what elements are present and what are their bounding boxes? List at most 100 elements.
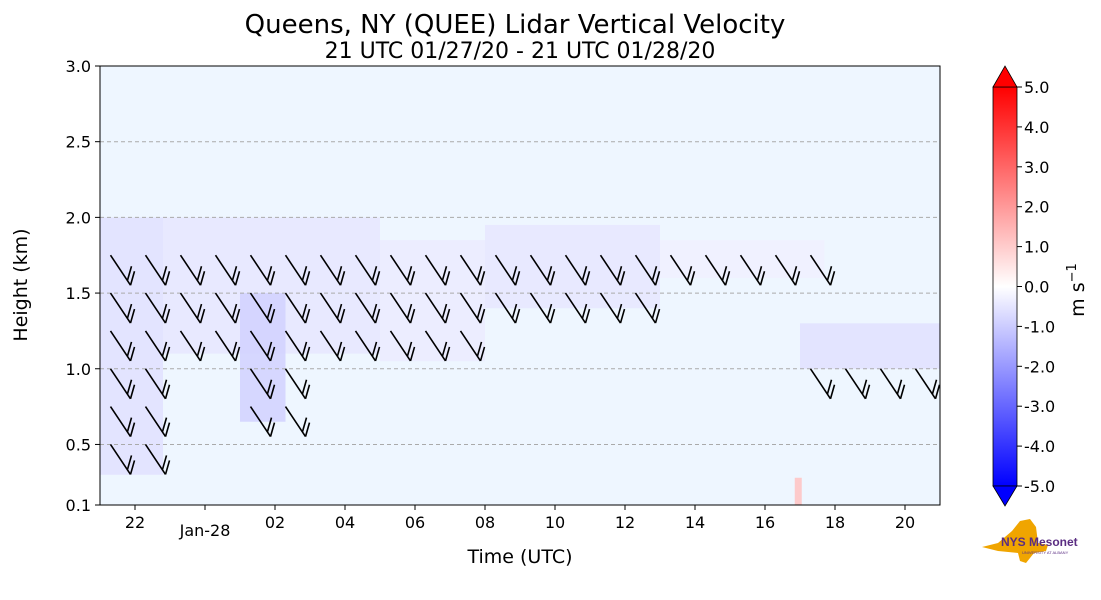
chart-title: Queens, NY (QUEE) Lidar Vertical Velocit… bbox=[245, 10, 786, 40]
wind-barb bbox=[109, 444, 136, 475]
wind-barb-staff bbox=[459, 292, 482, 324]
colorbar-tick-label: -5.0 bbox=[1024, 477, 1055, 496]
wind-barb-staff bbox=[249, 368, 272, 400]
wind-barb-flag bbox=[231, 303, 238, 319]
wind-barb bbox=[459, 254, 486, 286]
wind-barb-flag bbox=[444, 271, 451, 286]
x-tick-label: 04 bbox=[335, 513, 355, 532]
colorbar-tick-label: -4.0 bbox=[1024, 437, 1055, 456]
wind-barb-flag bbox=[546, 266, 553, 281]
wind-barb-flag bbox=[126, 341, 133, 357]
wind-barb-flag bbox=[196, 303, 203, 319]
wind-barb bbox=[144, 254, 171, 286]
wind-barb-staff bbox=[739, 254, 762, 286]
wind-barb-flag bbox=[791, 266, 798, 281]
wind-barb-staff bbox=[284, 330, 307, 362]
wind-barb-flag bbox=[826, 266, 833, 281]
colorbar-tick-label: 5.0 bbox=[1024, 78, 1049, 97]
wind-barb-flag bbox=[266, 379, 273, 394]
wind-barb-flag bbox=[269, 422, 276, 437]
wind-barb-flag bbox=[476, 303, 483, 319]
x-axis-label: Time (UTC) bbox=[466, 546, 572, 568]
wind-barb-staff bbox=[284, 368, 307, 400]
wind-barb bbox=[809, 254, 836, 286]
wind-barb bbox=[284, 406, 311, 438]
x-tick-label: 22 bbox=[125, 513, 145, 532]
wind-barb-flag bbox=[129, 346, 136, 362]
wind-barb-staff bbox=[389, 330, 412, 362]
wind-barb bbox=[389, 330, 416, 362]
wind-barb-flag bbox=[129, 422, 136, 437]
wind-barb bbox=[144, 406, 171, 438]
wind-barb-flag bbox=[269, 346, 276, 362]
wind-barb-flag bbox=[686, 266, 693, 281]
wind-barb-staff bbox=[109, 330, 132, 362]
wind-barb-flag bbox=[756, 266, 763, 281]
wind-barb-staff bbox=[669, 254, 692, 286]
wind-barb-flag bbox=[864, 384, 871, 399]
x-tick-label: 06 bbox=[405, 513, 425, 532]
wind-barb-staff bbox=[389, 292, 412, 324]
wind-barb-flag bbox=[129, 460, 136, 475]
colorbar-extend-min bbox=[992, 485, 1018, 507]
wind-barb-flag bbox=[616, 266, 623, 281]
wind-barb bbox=[704, 254, 731, 286]
wind-barb-flag bbox=[126, 303, 133, 319]
wind-barb-flag bbox=[651, 266, 658, 281]
colorbar-tick-label: -1.0 bbox=[1024, 317, 1055, 336]
wind-barb bbox=[284, 254, 311, 286]
wind-barb-staff bbox=[354, 292, 377, 324]
x-tick-label: 12 bbox=[615, 513, 635, 532]
wind-barb-staff bbox=[319, 254, 342, 286]
x-tick-label: 02 bbox=[265, 513, 285, 532]
wind-barb-staff bbox=[319, 330, 342, 362]
wind-barb-flag bbox=[511, 303, 518, 319]
wind-barb-flag bbox=[301, 303, 308, 319]
colorbar-gradient bbox=[992, 86, 1018, 487]
wind-barb bbox=[319, 254, 346, 286]
wind-barb-flag bbox=[619, 308, 626, 324]
wind-barb-flag bbox=[231, 341, 238, 357]
wind-barb bbox=[319, 330, 346, 362]
wind-barb-flag bbox=[196, 266, 203, 281]
wind-barb bbox=[109, 330, 136, 362]
wind-barb bbox=[844, 368, 871, 400]
wind-barb-staff bbox=[249, 330, 272, 362]
wind-barb-flag bbox=[934, 384, 941, 399]
wind-barb-staff bbox=[529, 292, 552, 324]
wind-barb-staff bbox=[389, 254, 412, 286]
wind-barb-flag bbox=[234, 271, 241, 286]
wind-barb bbox=[774, 254, 801, 286]
velocity-region bbox=[794, 477, 802, 505]
nys-mesonet-logo: NYS Mesonet UNIVERSITY AT ALBANY bbox=[982, 519, 1078, 563]
wind-barb bbox=[599, 292, 626, 324]
wind-barb bbox=[354, 254, 381, 286]
nys-state-shape bbox=[982, 519, 1048, 563]
x-tick-label: 18 bbox=[825, 513, 845, 532]
wind-barb-flag bbox=[371, 341, 378, 357]
wind-barb-flag bbox=[514, 271, 521, 286]
wind-barb-flag bbox=[444, 346, 451, 362]
plot-area bbox=[99, 65, 941, 506]
y-tick-label: 2.5 bbox=[66, 133, 91, 152]
wind-barb-flag bbox=[336, 266, 343, 281]
grid-lines bbox=[100, 141, 940, 445]
y-tick-label: 1.5 bbox=[66, 284, 91, 303]
wind-barb bbox=[249, 254, 276, 286]
logo-text: NYS Mesonet bbox=[1001, 535, 1078, 549]
y-tick-label: 0.1 bbox=[66, 496, 91, 515]
wind-barb-flag bbox=[269, 308, 276, 324]
wind-barb-flag bbox=[304, 384, 311, 399]
colorbar-ticks: 5.0 4.0 3.0 2.0 1.0 0.0 -1.0 -2.0 -3.0 -4.0 -5.0 bbox=[1017, 78, 1055, 496]
wind-barb bbox=[634, 254, 661, 286]
x-tick-label: 16 bbox=[755, 513, 775, 532]
wind-barb bbox=[739, 254, 766, 286]
wind-barb bbox=[914, 368, 941, 400]
wind-barb-flag bbox=[514, 308, 521, 324]
wind-barb-flag bbox=[339, 308, 346, 324]
wind-barb-flag bbox=[826, 379, 833, 394]
colorbar-tick-label: 2.0 bbox=[1024, 198, 1049, 217]
wind-barb-staff bbox=[704, 254, 727, 286]
wind-barb-staff bbox=[529, 254, 552, 286]
wind-barb-flag bbox=[161, 303, 168, 319]
